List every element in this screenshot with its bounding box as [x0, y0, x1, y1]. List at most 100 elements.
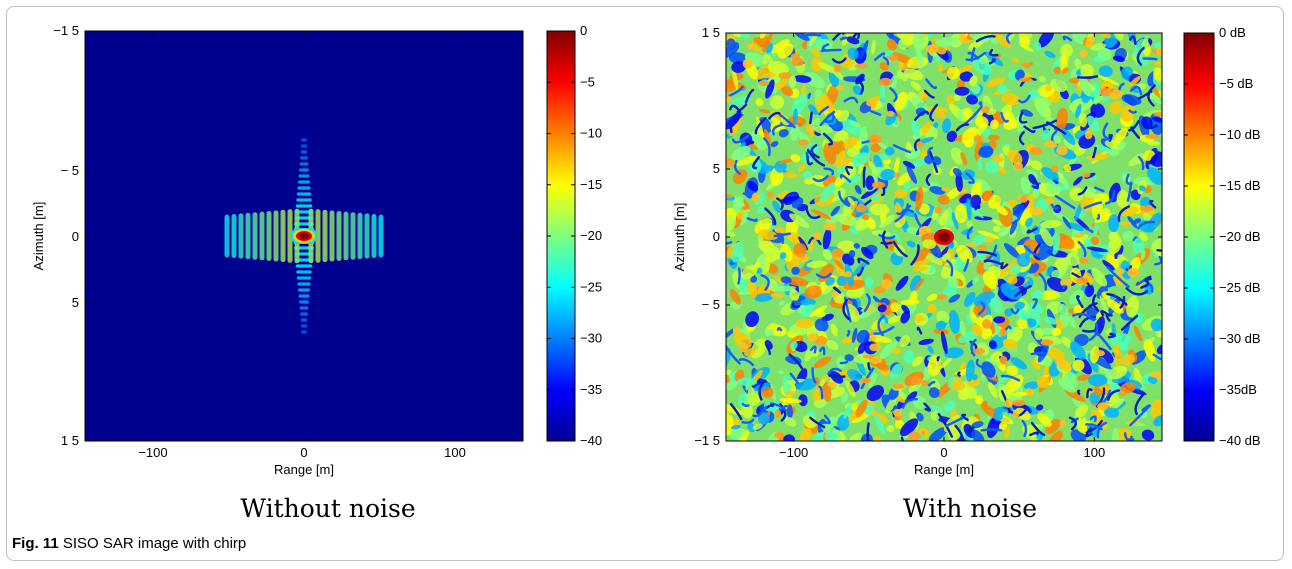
speckle [1147, 375, 1158, 385]
figure-frame [6, 6, 1284, 561]
speckle-streak [729, 118, 739, 134]
speckle-hot [796, 253, 806, 258]
speckle [960, 151, 967, 166]
speckle [954, 86, 970, 96]
speckle-hot [911, 376, 922, 386]
speckle-streak [845, 165, 854, 176]
speckle-streak [1096, 421, 1108, 439]
speckle [1006, 365, 1019, 376]
speckle-streak [809, 345, 817, 354]
speckle-streak [961, 413, 969, 422]
speckle [1073, 216, 1090, 231]
speckle [914, 278, 925, 291]
speckle-streak [1089, 415, 1097, 422]
sidelobe-fringe [287, 209, 293, 263]
speckle-streak [731, 134, 750, 144]
speckle [1074, 58, 1082, 69]
sidelobe-fringe [273, 210, 279, 262]
speckle-hot [886, 110, 895, 117]
speckle-hot [827, 381, 838, 388]
speckle [762, 33, 774, 54]
speckle [772, 200, 781, 213]
speckle-streak [988, 58, 996, 65]
speckle [963, 291, 976, 307]
speckle-streak [974, 204, 981, 211]
speckle [1150, 318, 1162, 332]
colorbar-tick-label: 0 [580, 23, 587, 38]
speckle-hot [934, 206, 942, 214]
speckle [1116, 190, 1130, 209]
speckle-streak [733, 54, 738, 61]
speckle [836, 276, 847, 286]
speckle-hot [999, 328, 1007, 337]
speckle [767, 61, 789, 75]
speckle [1017, 236, 1030, 246]
speckle [827, 387, 845, 399]
colorbar-tick-label: −30 [580, 331, 602, 346]
speckle-streak [1130, 126, 1140, 139]
speckle-streak [812, 174, 829, 183]
speckle [857, 342, 867, 355]
speckle-streak [965, 51, 986, 62]
speckle-streak [900, 436, 905, 441]
speckle-streak [857, 257, 870, 265]
speckle-streak [965, 172, 975, 184]
speckle [835, 262, 848, 279]
speckle [942, 118, 951, 134]
speckle [1032, 187, 1040, 199]
speckle-hot [726, 193, 733, 199]
speckle-hot [935, 112, 946, 119]
speckle [833, 257, 845, 270]
speckle-streak [1026, 227, 1038, 234]
sidelobe-fringe [299, 306, 309, 310]
speckle [825, 213, 839, 226]
speckle [871, 194, 882, 202]
speckle-streak [914, 110, 930, 121]
speckle [959, 362, 966, 372]
sidelobe-fringe [245, 212, 251, 260]
speckle-streak [857, 79, 865, 95]
speckle [824, 431, 839, 441]
speckle-hot [758, 80, 770, 86]
speckle [950, 379, 965, 391]
speckle [927, 303, 937, 314]
speckle [1020, 109, 1033, 117]
speckle-streak [729, 403, 743, 421]
speckle [808, 33, 820, 47]
chart-with-noise: −100 0 100 1 5 5 0 − 5 −1 5 Range [m] Azimuth [m]… [672, 25, 1261, 477]
speckle [939, 212, 948, 226]
speckle-streak [1092, 294, 1100, 312]
speckle [913, 33, 925, 39]
speckle [854, 185, 862, 195]
speckle [918, 338, 934, 346]
speckle-hot [908, 431, 921, 441]
speckle-streak [789, 372, 799, 384]
speckle [1122, 230, 1135, 241]
speckle-streak [737, 267, 741, 285]
speckle-streak [975, 358, 984, 369]
sidelobe-fringe [294, 216, 314, 220]
speckle-streak [894, 203, 909, 223]
sidelobe-fringe [364, 213, 370, 259]
colorbar [546, 30, 576, 442]
sidelobe-fringe [300, 150, 308, 154]
speckle-streak [1033, 178, 1040, 189]
speckle-streak [1125, 287, 1149, 296]
sidelobe-fringe [297, 288, 311, 292]
speckle [928, 387, 940, 399]
speckle [1039, 220, 1062, 229]
speckle-streak [1092, 146, 1097, 159]
speckle [833, 130, 847, 142]
speckle [851, 327, 858, 344]
figure-label: Fig. 11 [12, 535, 59, 552]
speckle-streak [1136, 46, 1145, 66]
speckle [753, 382, 771, 391]
speckle [1061, 336, 1072, 348]
speckle-streak [839, 174, 852, 183]
speckle [1128, 75, 1141, 88]
colorbar-tick-label: −25 [580, 279, 602, 294]
colorbar-tick-label: −40 dB [1219, 433, 1261, 448]
speckle [1001, 92, 1021, 106]
speckle [789, 289, 800, 301]
speckle [970, 429, 985, 441]
